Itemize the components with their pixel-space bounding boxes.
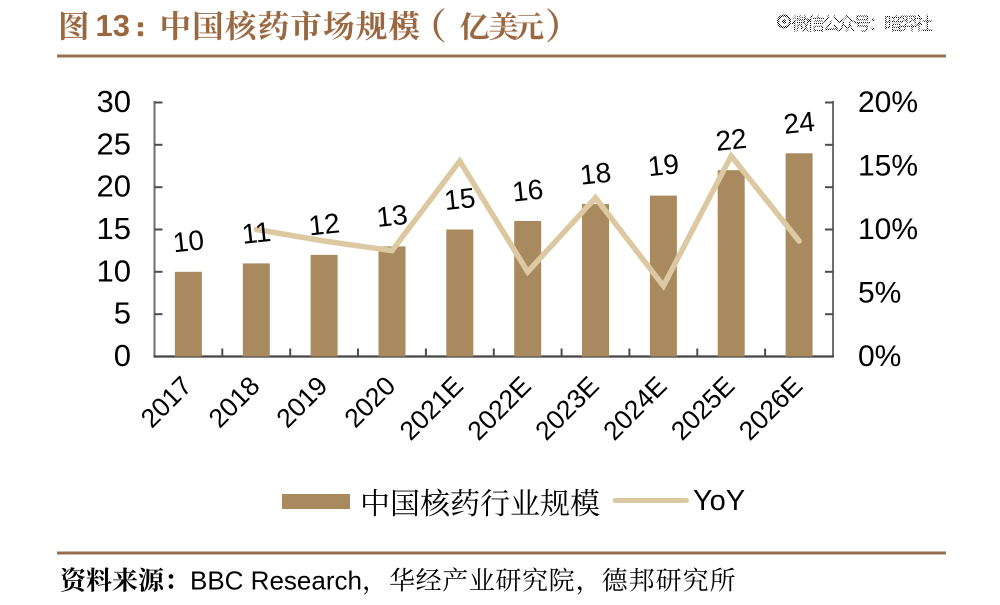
svg-text:24: 24 (782, 106, 816, 140)
svg-text:25: 25 (97, 126, 131, 161)
svg-text:20%: 20% (858, 86, 918, 119)
svg-text:15: 15 (97, 211, 131, 246)
svg-text:0: 0 (114, 338, 131, 373)
svg-text:12: 12 (307, 207, 341, 241)
svg-text:30: 30 (97, 84, 131, 119)
svg-text:11: 11 (240, 216, 272, 250)
svg-text:13: 13 (375, 199, 409, 233)
svg-text:10: 10 (171, 224, 205, 258)
svg-text:20: 20 (97, 169, 131, 204)
svg-text:18: 18 (578, 157, 612, 191)
svg-text:16: 16 (511, 174, 545, 208)
svg-text:10%: 10% (858, 213, 918, 246)
svg-text:15: 15 (443, 182, 477, 216)
svg-text:15%: 15% (858, 150, 918, 183)
svg-text:0%: 0% (858, 340, 901, 373)
svg-text:22: 22 (714, 123, 748, 157)
svg-text:13: 13 (96, 8, 130, 43)
svg-text:10: 10 (97, 253, 131, 288)
svg-text:BBC Research: BBC Research (190, 566, 362, 596)
svg-text:YoY: YoY (693, 485, 745, 517)
svg-text:19: 19 (646, 148, 680, 182)
svg-text:5: 5 (114, 296, 131, 331)
svg-text:5%: 5% (858, 277, 901, 310)
